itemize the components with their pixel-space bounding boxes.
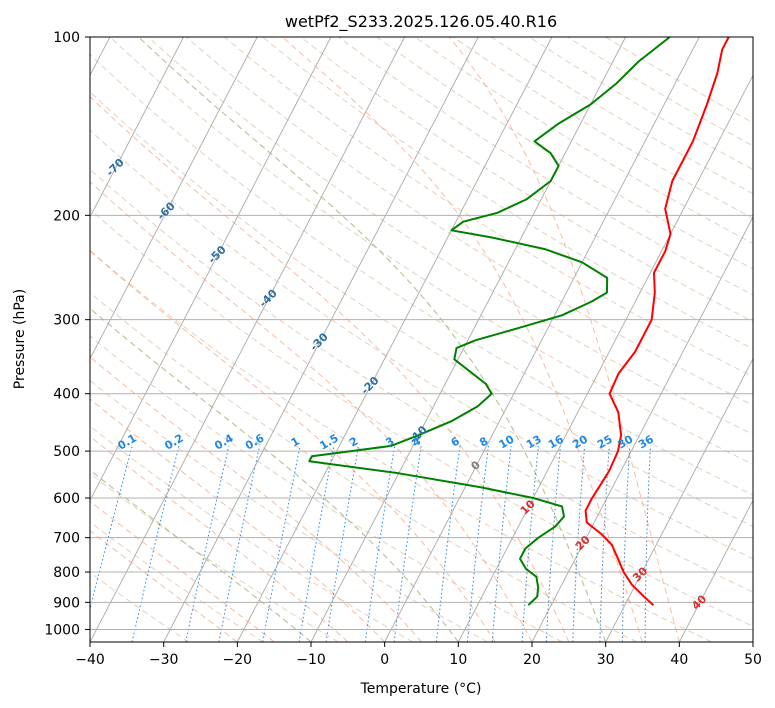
y-axis-label: Pressure (hPa) bbox=[12, 289, 28, 389]
skewed-isotherm bbox=[163, 37, 479, 642]
moist-adiabat bbox=[90, 530, 238, 642]
dry-adiabat bbox=[90, 208, 753, 627]
mixing-ratio-line bbox=[90, 445, 133, 612]
skewed-isotherm bbox=[457, 74, 753, 642]
moist-adiabat-green bbox=[138, 37, 607, 642]
y-tick-label: 300 bbox=[53, 313, 80, 329]
moist-adiabat bbox=[448, 37, 680, 642]
skewed-isotherm bbox=[90, 37, 332, 502]
y-tick-label: 1000 bbox=[44, 622, 80, 638]
dry-adiabat bbox=[147, 37, 753, 436]
dry-adiabat bbox=[90, 249, 712, 642]
chart-title: wetPf2_S233.2025.126.05.40.R16 bbox=[285, 12, 557, 32]
mixing-ratio-line bbox=[298, 445, 335, 642]
dry-adiabat bbox=[90, 571, 190, 642]
dry-adiabat bbox=[90, 292, 638, 642]
moist-adiabat-green bbox=[90, 469, 312, 642]
y-axis: 100 200 300 400 500 600 700 800 900 1000 bbox=[44, 30, 90, 638]
moist-adiabat bbox=[90, 356, 422, 642]
skewed-isotherm bbox=[678, 499, 753, 642]
dry-adiabat bbox=[300, 37, 753, 323]
profile-lines bbox=[308, 37, 730, 606]
dry-adiabat bbox=[90, 168, 753, 593]
moist-adiabat bbox=[282, 37, 643, 642]
skewed-isotherm bbox=[90, 37, 405, 642]
dry-adiabat bbox=[185, 37, 753, 406]
y-tick-label: 500 bbox=[53, 444, 80, 460]
x-tick-label: −40 bbox=[75, 652, 105, 668]
dry-adiabat bbox=[90, 379, 488, 642]
moist-adiabat bbox=[90, 435, 349, 642]
moist-adiabat bbox=[90, 500, 275, 642]
mixing-ratio-line bbox=[545, 445, 561, 642]
temperature-line bbox=[584, 37, 730, 606]
skewed-isotherm bbox=[531, 216, 753, 642]
y-tick-label: 100 bbox=[53, 30, 80, 46]
skewed-isotherm bbox=[384, 37, 700, 642]
moist-adiabat bbox=[90, 250, 496, 642]
mixing-ratio-line bbox=[262, 445, 301, 642]
skewed-isotherm bbox=[605, 357, 753, 642]
mixing-ratio-line bbox=[185, 445, 230, 642]
mixing-ratio-line bbox=[435, 445, 461, 642]
mixing-ratio-line bbox=[467, 445, 489, 642]
mixing-ratio-line bbox=[131, 445, 180, 642]
moist-adiabat bbox=[90, 398, 386, 642]
y-tick-label: 800 bbox=[53, 565, 80, 581]
x-tick-label: 10 bbox=[449, 652, 467, 668]
x-tick-label: 50 bbox=[744, 652, 762, 668]
mixing-ratio-line bbox=[599, 445, 610, 642]
y-tick-label: 400 bbox=[53, 387, 80, 403]
moist-adiabat bbox=[90, 181, 533, 642]
mixing-ratio-line bbox=[325, 445, 359, 642]
skewed-isotherm bbox=[90, 37, 184, 218]
mixing-ratio-line bbox=[644, 445, 651, 642]
y-tick-label: 900 bbox=[53, 595, 80, 611]
dry-adiabat bbox=[90, 129, 753, 560]
x-tick-label: −30 bbox=[149, 652, 179, 668]
dry-adiabat bbox=[223, 37, 753, 378]
skewed-isotherm bbox=[310, 37, 626, 642]
y-tick-label: 200 bbox=[53, 208, 80, 224]
x-axis: −40 −30 −20 −10 0 10 20 30 40 50 bbox=[75, 642, 762, 668]
mixing-ratio-line bbox=[621, 445, 631, 642]
dry-adiabat bbox=[90, 53, 753, 496]
mixing-ratio-line bbox=[491, 445, 512, 642]
x-tick-label: 0 bbox=[380, 652, 389, 668]
dry-adiabat bbox=[338, 37, 753, 296]
skewed-isotherm bbox=[90, 37, 258, 360]
x-tick-label: −10 bbox=[296, 652, 326, 668]
x-tick-label: 40 bbox=[670, 652, 688, 668]
dry-adiabat bbox=[90, 91, 753, 528]
y-tick-label: 700 bbox=[53, 531, 80, 547]
skewed-isotherm bbox=[236, 37, 553, 642]
mixing-ratio-line bbox=[521, 445, 539, 642]
dewpoint-line bbox=[308, 37, 671, 606]
pressure-gridlines bbox=[90, 37, 753, 630]
x-axis-label: Temperature (°C) bbox=[360, 681, 482, 697]
y-tick-label: 600 bbox=[53, 491, 80, 507]
x-tick-label: 30 bbox=[597, 652, 615, 668]
dry-adiabat bbox=[90, 425, 414, 642]
mixing-ratio-line bbox=[218, 445, 261, 642]
x-tick-label: −20 bbox=[223, 652, 253, 668]
mixing-ratio-line bbox=[572, 445, 586, 642]
plot-frame bbox=[89, 36, 754, 643]
mixing-ratio-line bbox=[364, 445, 396, 642]
background-lines bbox=[90, 37, 753, 642]
x-tick-label: 20 bbox=[523, 652, 541, 668]
